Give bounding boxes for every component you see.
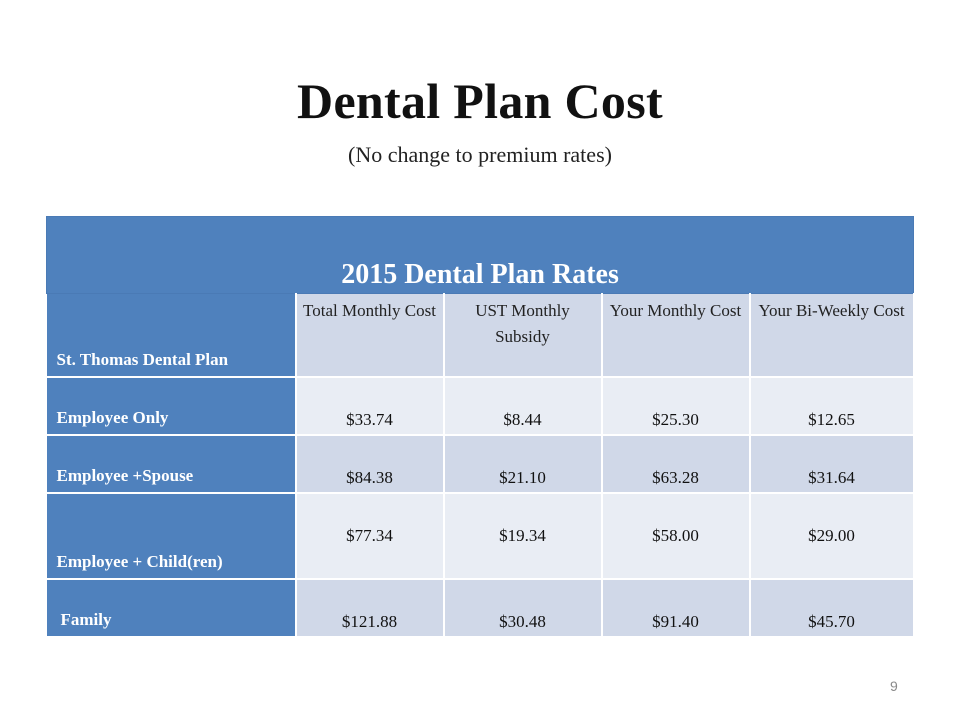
row-label: Family — [46, 578, 297, 638]
slide-subtitle: (No change to premium rates) — [348, 142, 612, 167]
row-label: Employee Only — [46, 376, 297, 436]
table-cell: $12.65 — [749, 376, 915, 436]
column-header: Total Monthly Cost — [295, 293, 445, 378]
corner-label: St. Thomas Dental Plan — [46, 293, 297, 378]
table-header-row: St. Thomas Dental Plan Total Monthly Cos… — [46, 293, 915, 378]
table-row: Employee Only $33.74 $8.44 $25.30 $12.65 — [46, 376, 915, 436]
table-cell: $30.48 — [443, 578, 603, 638]
column-header: Your Bi-Weekly Cost — [749, 293, 915, 378]
table-row: Family $121.88 $30.48 $91.40 $45.70 — [46, 578, 915, 638]
column-header: Your Monthly Cost — [601, 293, 751, 378]
row-label: Employee +Spouse — [46, 434, 297, 494]
rates-table: 2015 Dental Plan Rates St. Thomas Dental… — [45, 216, 915, 638]
column-header: UST Monthly Subsidy — [443, 293, 603, 378]
row-label: Employee + Child(ren) — [46, 492, 297, 580]
table-row: Employee + Child(ren) $77.34 $19.34 $58.… — [46, 492, 915, 580]
table-cell: $21.10 — [443, 434, 603, 494]
table-cell: $8.44 — [443, 376, 603, 436]
table-cell: $19.34 — [443, 492, 603, 580]
table-cell: $58.00 — [601, 492, 751, 580]
table-cell: $29.00 — [749, 492, 915, 580]
table-row: Employee +Spouse $84.38 $21.10 $63.28 $3… — [46, 434, 915, 494]
slide-title: Dental Plan Cost — [297, 73, 663, 129]
table-cell: $84.38 — [295, 434, 445, 494]
table-cell: $33.74 — [295, 376, 445, 436]
table-cell: $77.34 — [295, 492, 445, 580]
table-banner-row: 2015 Dental Plan Rates — [45, 216, 915, 294]
table-cell: $25.30 — [601, 376, 751, 436]
page-number: 9 — [890, 678, 898, 694]
table-cell: $45.70 — [749, 578, 915, 638]
table-cell: $63.28 — [601, 434, 751, 494]
table-cell: $31.64 — [749, 434, 915, 494]
table-cell: $121.88 — [295, 578, 445, 638]
table-banner: 2015 Dental Plan Rates — [45, 216, 915, 294]
table-cell: $91.40 — [601, 578, 751, 638]
